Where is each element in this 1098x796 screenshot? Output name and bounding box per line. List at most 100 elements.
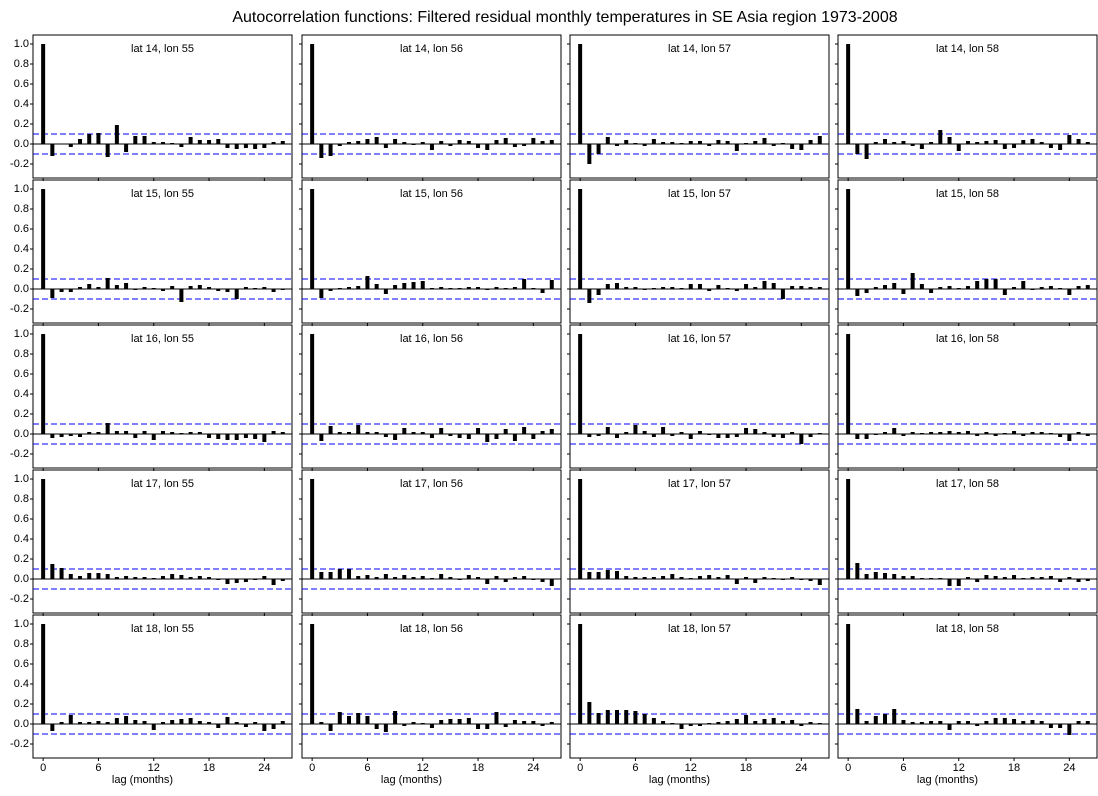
acf-bar (280, 289, 285, 290)
acf-bar (540, 141, 545, 144)
panel-frame (837, 34, 1098, 179)
panel-frame (837, 614, 1098, 759)
acf-bar (697, 141, 702, 144)
acf-bar (651, 577, 656, 579)
acf-bar (522, 427, 527, 434)
acf-bar (734, 144, 739, 151)
acf-bar (197, 576, 202, 579)
acf-bar (596, 572, 601, 579)
acf-bar (374, 432, 379, 434)
acf-bar (439, 428, 444, 434)
acf-bar (984, 432, 989, 434)
acf-bar (670, 287, 675, 289)
y-tick-label: -0.2 (10, 738, 29, 750)
acf-bar (549, 722, 554, 724)
acf-bar (679, 288, 684, 289)
acf-bar (947, 137, 952, 144)
y-tick-label: 1.0 (14, 328, 29, 340)
acf-bar (347, 716, 352, 724)
acf-bar (170, 720, 175, 724)
acf-bar (605, 284, 610, 289)
acf-bar (105, 423, 110, 434)
acf-bar (762, 138, 767, 144)
acf-bar (1076, 579, 1081, 582)
acf-bar (512, 720, 517, 724)
acf-bar (753, 287, 758, 289)
x-axis-label: lag (months) (381, 774, 442, 786)
acf-bar (234, 579, 239, 583)
acf-bar (846, 624, 851, 724)
acf-bar (41, 189, 46, 289)
acf-bar (883, 573, 888, 579)
acf-bar (197, 285, 202, 289)
acf-bar (892, 283, 897, 289)
acf-bar (633, 577, 638, 579)
acf-bar (855, 709, 860, 724)
acf-bar (96, 721, 101, 724)
acf-bar (744, 428, 749, 434)
acf-bar (605, 137, 610, 144)
y-tick-label: 0.6 (14, 223, 29, 235)
acf-bar (873, 434, 878, 435)
acf-bar (615, 144, 620, 146)
panel-frame (837, 469, 1098, 614)
acf-bar (439, 141, 444, 144)
x-tick-label: 6 (364, 762, 370, 774)
acf-bar (808, 140, 813, 144)
acf-bar (780, 143, 785, 144)
acf-bar (688, 434, 693, 439)
panel-frame (569, 324, 830, 469)
acf-bar (817, 433, 822, 434)
panel-title: lat 16, lon 56 (400, 333, 463, 345)
chart-title: Autocorrelation functions: Filtered resi… (232, 9, 897, 26)
acf-bar (697, 724, 702, 726)
acf-bar (762, 432, 767, 434)
acf-bar (984, 141, 989, 144)
acf-bar (956, 721, 961, 724)
acf-bar (142, 721, 147, 724)
acf-bar (947, 724, 952, 730)
acf-bar (225, 717, 230, 724)
acf-bar (965, 577, 970, 579)
acf-bar (975, 724, 980, 726)
acf-bar (319, 289, 324, 298)
acf-bar (1058, 288, 1063, 289)
acf-bar (780, 579, 785, 580)
acf-bar (87, 722, 92, 724)
acf-bar (271, 289, 276, 292)
acf-bar (1012, 719, 1017, 724)
acf-bar (929, 289, 934, 293)
acf-bar (808, 722, 813, 724)
x-tick-label: 6 (632, 762, 638, 774)
y-tick-label: 0.2 (14, 698, 29, 710)
acf-bar (938, 130, 943, 144)
acf-bar (216, 724, 221, 728)
acf-bar (596, 144, 601, 154)
acf-bar (855, 563, 860, 579)
acf-bar (225, 289, 230, 292)
acf-bar (901, 576, 906, 579)
x-tick-label: 0 (40, 762, 46, 774)
acf-bar (170, 432, 175, 434)
panel-title: lat 16, lon 55 (131, 333, 194, 345)
acf-bar (1002, 289, 1007, 295)
acf-bar (1076, 286, 1081, 289)
acf-bar (485, 289, 490, 290)
acf-bar (485, 144, 490, 150)
acf-bar (383, 724, 388, 732)
acf-bar (494, 287, 499, 289)
acf-bar (466, 141, 471, 144)
panel-frame (569, 179, 830, 324)
acf-bar (234, 434, 239, 440)
x-tick-label: 24 (795, 762, 807, 774)
acf-bar (439, 287, 444, 289)
acf-bar (596, 713, 601, 724)
y-tick-label: 0.2 (14, 408, 29, 420)
acf-bar (873, 287, 878, 289)
y-tick-label: -0.2 (10, 448, 29, 460)
acf-bar (642, 431, 647, 434)
acf-bar (59, 568, 64, 579)
acf-bar (216, 579, 221, 580)
acf-bar (846, 334, 851, 434)
acf-bar (965, 141, 970, 144)
